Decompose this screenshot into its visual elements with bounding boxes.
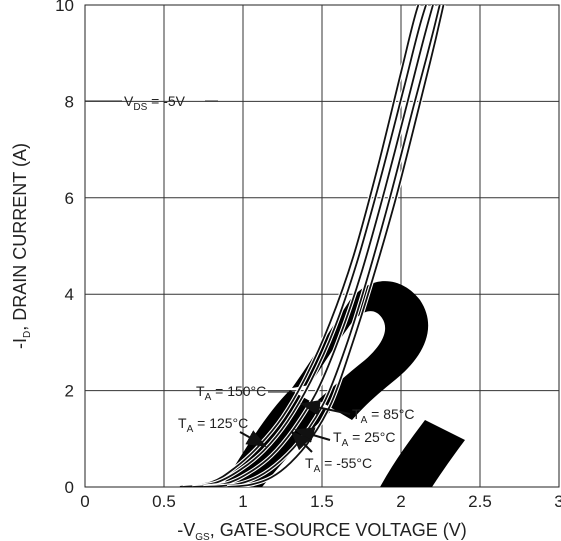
y-tick-label: 6 bbox=[65, 189, 74, 208]
grid bbox=[85, 5, 559, 487]
x-tick-label: 3 bbox=[554, 492, 561, 511]
x-tick-label: 0 bbox=[80, 492, 89, 511]
series-label-150c: TA = 150°C bbox=[196, 383, 266, 403]
y-tick-label: 10 bbox=[55, 0, 74, 15]
y-tick-label: 2 bbox=[65, 382, 74, 401]
annotations: VDS = -5V TA = 150°C TA = 125°C TA = 85°… bbox=[85, 93, 414, 475]
y-tick-label: 8 bbox=[65, 92, 74, 111]
x-tick-label: 1.5 bbox=[310, 492, 334, 511]
series-line-150c bbox=[179, 5, 420, 487]
arrow-minus55c bbox=[290, 430, 313, 453]
series-line-minus55c bbox=[227, 5, 445, 487]
arrow-85c bbox=[300, 399, 351, 416]
x-tick-label: 2 bbox=[396, 492, 405, 511]
x-tick-label: 1 bbox=[238, 492, 247, 511]
y-axis-label: -ID, DRAIN CURRENT (A) bbox=[10, 143, 33, 349]
x-tick-label: 2.5 bbox=[468, 492, 492, 511]
series-label-25c: TA = 25°C bbox=[333, 429, 395, 449]
y-tick-labels: 0 2 4 6 8 10 bbox=[55, 0, 74, 497]
series-line-25c bbox=[203, 5, 441, 487]
y-tick-label: 0 bbox=[65, 478, 74, 497]
arrow-125c bbox=[239, 430, 267, 447]
condition-label: VDS = -5V bbox=[124, 93, 186, 113]
x-tick-label: 0.5 bbox=[152, 492, 176, 511]
series-label-85c: TA = 85°C bbox=[352, 406, 414, 426]
series-line-125c bbox=[182, 5, 427, 487]
series-curves bbox=[179, 5, 446, 487]
series-label-125c: TA = 125°C bbox=[178, 415, 248, 435]
series-label-minus55c: TA = -55°C bbox=[305, 455, 372, 475]
x-axis-label: -VGS, GATE-SOURCE VOLTAGE (V) bbox=[177, 520, 466, 541]
svg-text:-ID, DRAIN CURRENT (A): -ID, DRAIN CURRENT (A) bbox=[10, 143, 33, 349]
series-line-85c bbox=[192, 5, 434, 487]
y-tick-label: 4 bbox=[65, 285, 74, 304]
x-tick-labels: 0 0.5 1 1.5 2 2.5 3 bbox=[80, 492, 561, 511]
